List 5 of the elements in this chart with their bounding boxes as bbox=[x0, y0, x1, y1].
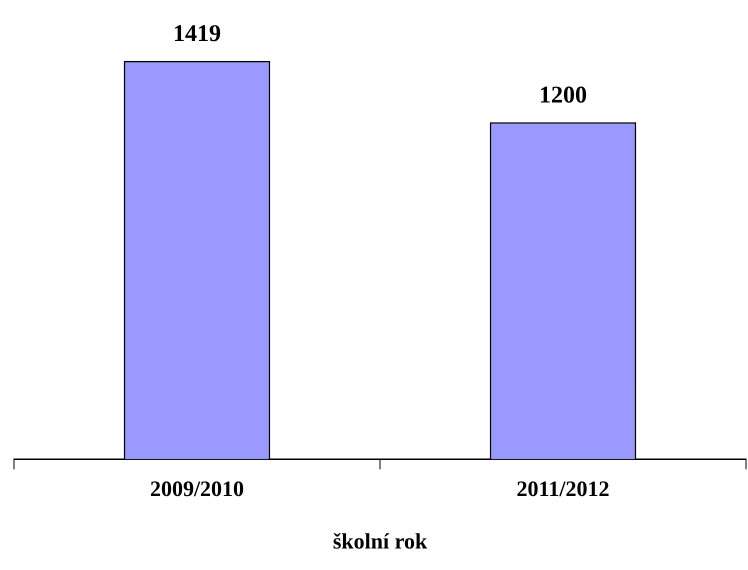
x-tick-label: 2011/2012 bbox=[516, 476, 610, 502]
data-label: 1419 bbox=[173, 21, 221, 48]
data-label: 1200 bbox=[539, 82, 587, 109]
x-tick-label: 2009/2010 bbox=[150, 476, 244, 502]
x-axis-title: školní rok bbox=[332, 528, 428, 554]
